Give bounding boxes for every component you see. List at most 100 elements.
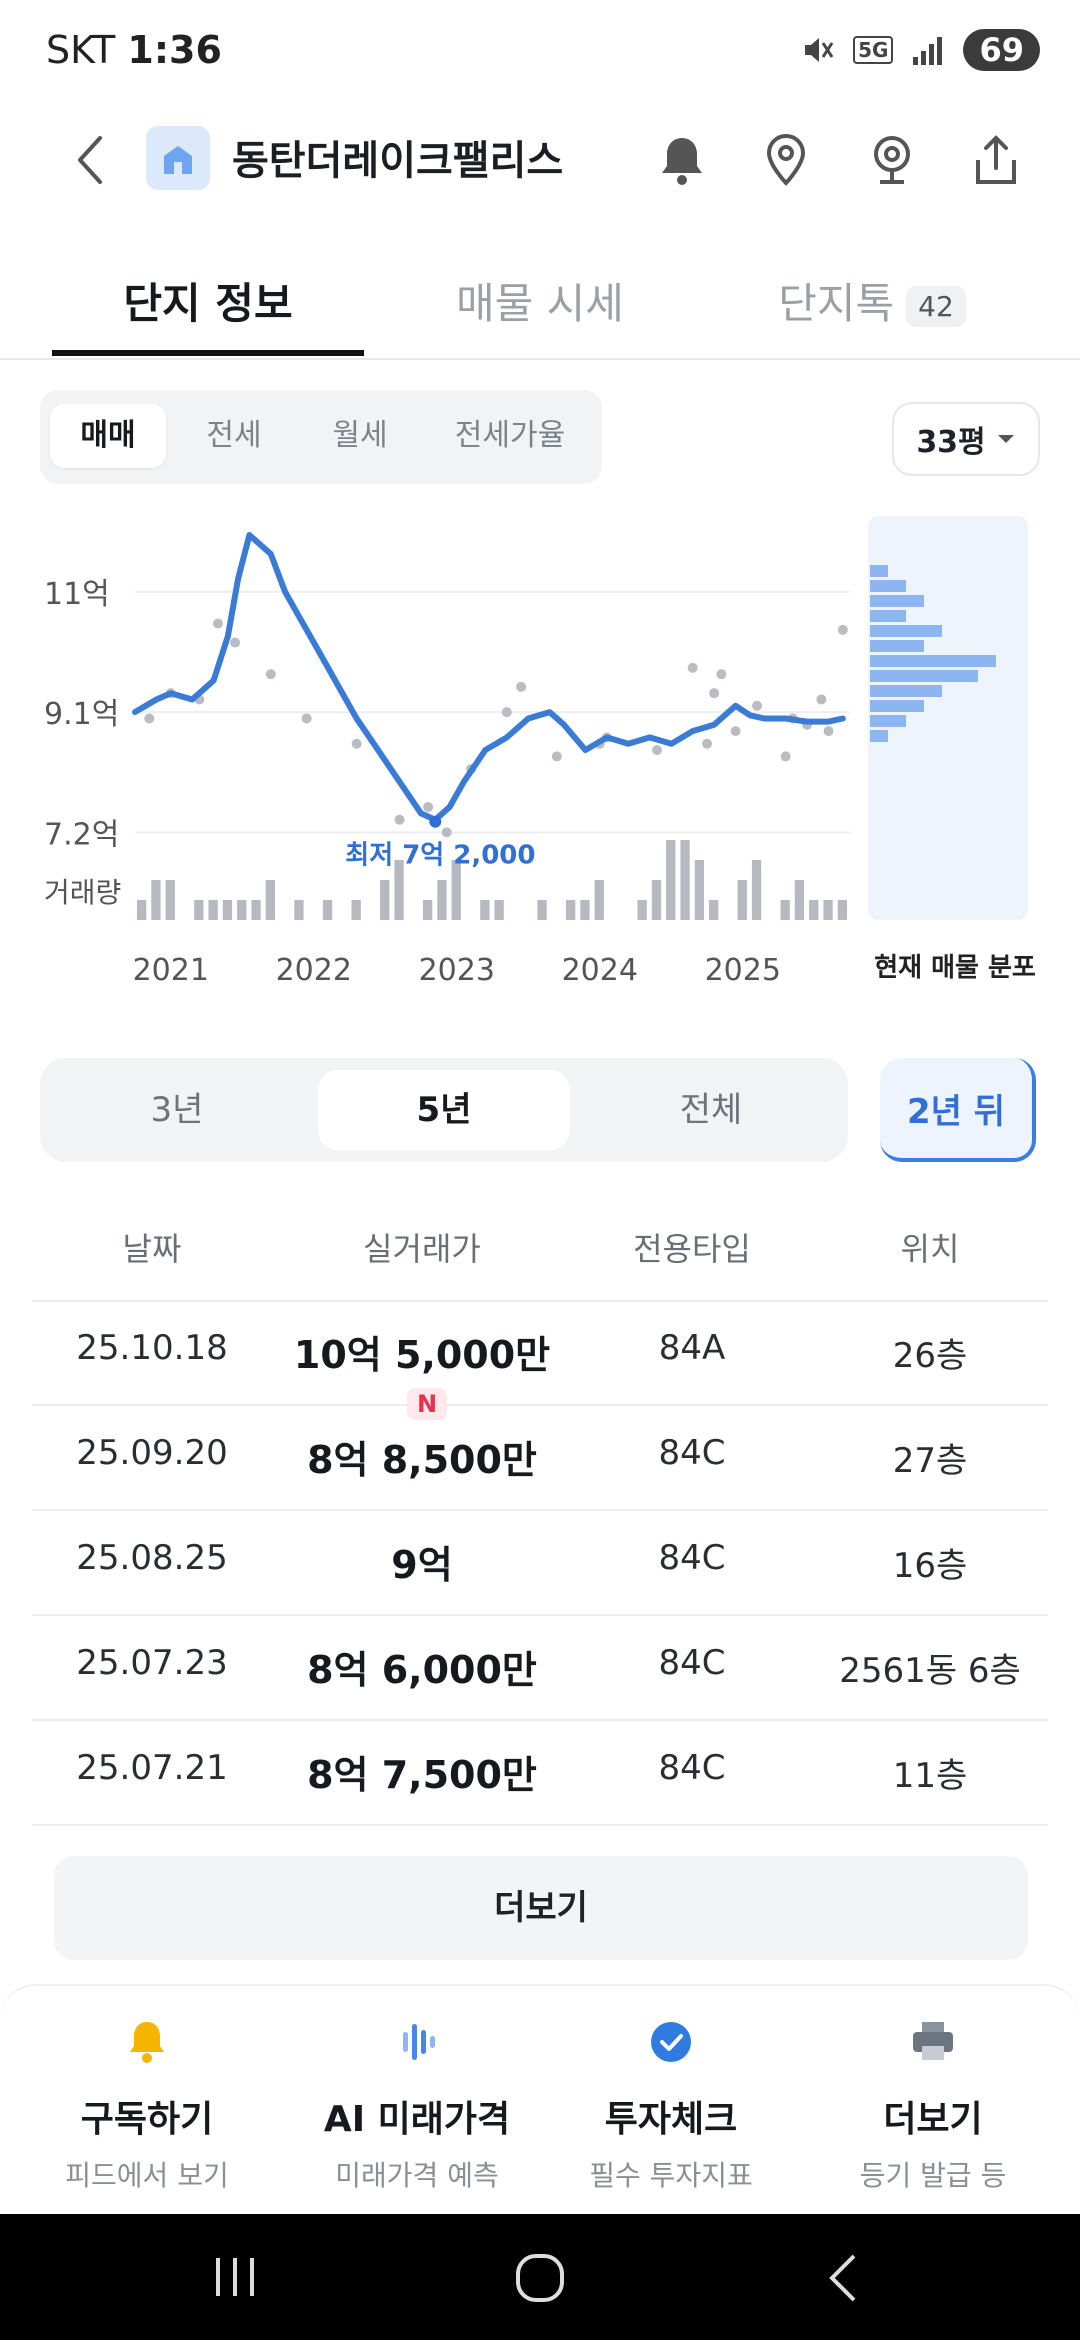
- invest-check-action[interactable]: 투자체크 필수 투자지표: [536, 2016, 806, 2194]
- system-nav-bar: [0, 2214, 1080, 2340]
- period-all[interactable]: 전체: [679, 1090, 743, 1130]
- row-floor: 11층: [892, 1756, 968, 1796]
- volume-bar: [451, 860, 461, 920]
- transaction-point: [230, 637, 241, 648]
- clock: 1:36: [127, 28, 222, 72]
- transaction-point: [687, 662, 698, 673]
- row-floor: 16층: [892, 1546, 968, 1586]
- distribution-bar: [870, 640, 924, 652]
- distribution-bar: [870, 715, 906, 727]
- trade-type-sale[interactable]: 매매: [50, 404, 166, 468]
- system-back-icon[interactable]: [824, 2250, 864, 2306]
- table-row[interactable]: 25.07.23 8억 6,000만 84C 2561동 6층: [32, 1615, 1048, 1721]
- distribution-panel: [868, 516, 1028, 920]
- recent-apps-icon[interactable]: [210, 2254, 260, 2300]
- home-icon[interactable]: [512, 2250, 568, 2306]
- trade-type-jeonse-ratio[interactable]: 전세가율: [454, 418, 566, 453]
- trade-type-monthly[interactable]: 월세: [332, 418, 388, 453]
- distribution-bar: [870, 565, 888, 577]
- x-tick-label: 2025: [705, 953, 781, 988]
- transaction-point: [501, 707, 512, 718]
- volume-bar: [480, 900, 490, 920]
- period-5y[interactable]: 5년: [318, 1070, 570, 1150]
- volume-bar: [165, 880, 175, 920]
- price-line: [132, 532, 846, 823]
- row-date: 25.07.23: [76, 1643, 228, 1683]
- tab-complex-talk[interactable]: 단지톡 42: [716, 270, 1028, 331]
- subscribe-title: 구독하기: [80, 2099, 214, 2140]
- tab-complex-talk-label: 단지톡: [778, 279, 895, 328]
- volume-bar: [237, 900, 247, 920]
- table-row[interactable]: 25.08.25 9억 84C 16층: [32, 1510, 1048, 1616]
- distribution-bar: [870, 670, 978, 682]
- bottom-actions: 구독하기 피드에서 보기 AI 미래가격 미래가격 예측 투자체크 필수 투자지…: [0, 1984, 1080, 2216]
- volume-bar: [837, 900, 847, 920]
- volume-bar: [294, 900, 304, 920]
- subscribe-action[interactable]: 구독하기 피드에서 보기: [12, 2016, 282, 2194]
- trade-type-segment: 매매 전세 월세 전세가율: [40, 390, 602, 484]
- transaction-point: [780, 751, 791, 762]
- app-header: 동탄더레이크팰리스: [0, 110, 1080, 210]
- more-action[interactable]: 더보기 등기 발급 등: [798, 2016, 1068, 2194]
- notification-bell-icon[interactable]: [652, 130, 712, 190]
- col-type: 전용타입: [633, 1230, 751, 1268]
- trade-type-jeonse[interactable]: 전세: [206, 418, 262, 453]
- transaction-point: [301, 713, 312, 724]
- invest-check-title: 투자체크: [604, 2099, 738, 2140]
- street-view-icon[interactable]: [862, 130, 922, 190]
- printer-icon: [913, 2022, 953, 2060]
- volume-bar: [194, 900, 204, 920]
- volume-bar: [265, 880, 275, 920]
- x-tick-label: 2024: [562, 953, 638, 988]
- carrier-label: SKT: [46, 28, 116, 72]
- share-icon[interactable]: [966, 130, 1026, 190]
- transaction-point: [716, 669, 727, 680]
- volume-bar: [780, 900, 790, 920]
- tab-complex-info[interactable]: 단지 정보: [123, 279, 293, 328]
- transaction-point: [212, 618, 223, 629]
- table-row[interactable]: 25.07.21 8억 7,500만 84C 11층: [32, 1720, 1048, 1826]
- row-floor: 27층: [892, 1441, 968, 1481]
- period-3y[interactable]: 3년: [150, 1090, 204, 1130]
- row-type: 84A: [658, 1328, 726, 1368]
- volume-bar: [737, 880, 747, 920]
- transaction-point: [351, 738, 362, 749]
- transaction-point: [730, 726, 741, 737]
- table-row[interactable]: 25.09.20 8억 8,500만 84C 27층: [32, 1405, 1048, 1511]
- status-bar: SKT 1:36 5G 69: [0, 0, 1080, 100]
- y-tick-label: 7.2억: [44, 817, 119, 852]
- new-badge: N: [406, 1387, 448, 1420]
- area-dropdown-value: 33평: [916, 425, 986, 460]
- row-price-value: 10억 5,000만: [293, 1333, 551, 1377]
- battery-indicator: 69: [963, 29, 1040, 71]
- table-row[interactable]: 25.10.18 10억 5,000만 N 84A 26층: [32, 1300, 1048, 1420]
- transaction-point: [551, 751, 562, 762]
- signal-icon: [913, 37, 943, 65]
- min-price-annotation: 최저 7억 2,000: [345, 841, 535, 871]
- more-transactions-button[interactable]: 더보기: [54, 1856, 1028, 1960]
- volume-bar: [322, 900, 333, 920]
- map-pin-icon[interactable]: [756, 130, 816, 190]
- check-circle-icon: [651, 2022, 691, 2062]
- ai-price-action[interactable]: AI 미래가격 미래가격 예측: [282, 2016, 552, 2194]
- caret-down-icon: [997, 435, 1014, 443]
- tab-listing-price[interactable]: 매물 시세: [456, 279, 624, 328]
- mute-icon: [805, 38, 834, 62]
- invest-check-subtitle: 필수 투자지표: [589, 2159, 753, 2192]
- area-dropdown[interactable]: 33평: [892, 402, 1040, 476]
- subscribe-subtitle: 피드에서 보기: [65, 2159, 229, 2192]
- volume-bar: [394, 860, 404, 920]
- distribution-bar: [870, 685, 942, 697]
- back-arrow-icon[interactable]: [62, 130, 122, 190]
- transaction-point: [394, 814, 405, 825]
- future-2y-button[interactable]: 2년 뒤: [880, 1058, 1036, 1162]
- distribution-bar: [870, 580, 906, 592]
- x-tick-label: 2022: [276, 953, 352, 988]
- volume-bar: [709, 900, 719, 920]
- col-date: 날짜: [122, 1230, 182, 1268]
- complex-title: 동탄더레이크팰리스: [232, 138, 564, 184]
- active-tab-indicator: [52, 350, 364, 356]
- volume-bar: [794, 880, 805, 920]
- volume-bar: [651, 880, 662, 920]
